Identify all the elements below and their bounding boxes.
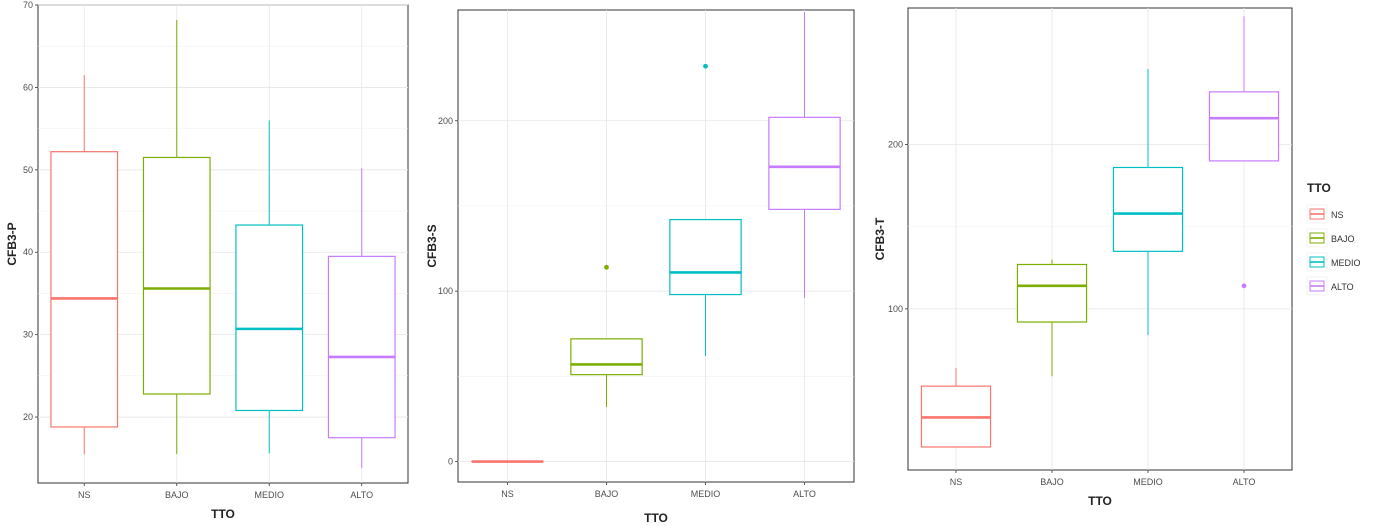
y-tick-label: 100 xyxy=(888,304,903,314)
y-tick-label: 20 xyxy=(23,412,33,422)
marks xyxy=(50,19,396,469)
y-tick-label: 0 xyxy=(448,457,453,467)
x-tick-label: ALTO xyxy=(793,489,816,499)
legend-label: BAJO xyxy=(1331,234,1355,244)
iqr-box xyxy=(142,156,211,395)
x-axis-title: TTO xyxy=(211,507,235,521)
legend-label: NS xyxy=(1331,210,1344,220)
iqr-box xyxy=(1112,166,1184,252)
box-medio xyxy=(669,63,742,356)
x-tick-label: NS xyxy=(78,490,91,500)
marks xyxy=(471,11,841,463)
y-axis-title: CFB3-P xyxy=(5,222,19,265)
x-tick-label: BAJO xyxy=(165,490,189,500)
legend-item-ns: NS xyxy=(1306,204,1344,224)
legend-item-bajo: BAJO xyxy=(1306,228,1355,248)
iqr-box xyxy=(50,151,119,428)
x-tick-label: MEDIO xyxy=(691,489,721,499)
ticks: 100 200 NS BAJO MEDIO ALTO xyxy=(888,139,1255,487)
legend: TTO NS BAJO MEDIO ALTO xyxy=(1306,181,1361,296)
plot-area xyxy=(457,9,855,483)
box-bajo xyxy=(570,264,643,408)
box-alto xyxy=(768,11,841,298)
x-axis-title: TTO xyxy=(1088,494,1112,508)
x-tick-label: MEDIO xyxy=(1133,477,1163,487)
iqr-box xyxy=(768,116,841,210)
box-ns xyxy=(50,75,119,455)
panel-cfb3-s: 0 100 200 NS BAJO MEDIO ALTO TTO CFB3-S xyxy=(425,9,855,525)
x-tick-label: ALTO xyxy=(1233,477,1256,487)
box-bajo xyxy=(142,19,211,455)
legend-item-alto: ALTO xyxy=(1306,276,1354,296)
y-tick-label: 40 xyxy=(23,247,33,257)
x-tick-label: MEDIO xyxy=(254,490,284,500)
panel-cfb3-t: 100 200 NS BAJO MEDIO ALTO TTO CFB3-T xyxy=(873,7,1293,508)
x-tick-label: BAJO xyxy=(595,489,619,499)
iqr-box xyxy=(327,255,396,439)
iqr-box xyxy=(570,338,643,376)
ticks: 20 30 40 50 60 70 NS BAJO MEDIO ALTO xyxy=(23,0,373,500)
legend-label: MEDIO xyxy=(1331,258,1361,268)
y-axis-title: CFB3-T xyxy=(873,217,887,260)
iqr-box xyxy=(1208,91,1280,162)
y-tick-label: 70 xyxy=(23,0,33,10)
y-axis-title: CFB3-S xyxy=(425,224,439,267)
outlier-point xyxy=(703,63,708,69)
box-bajo xyxy=(1016,259,1088,377)
x-tick-label: NS xyxy=(950,477,963,487)
ticks: 0 100 200 NS BAJO MEDIO ALTO xyxy=(438,116,816,499)
y-tick-label: 50 xyxy=(23,165,33,175)
outlier-point xyxy=(604,264,609,270)
y-tick-label: 200 xyxy=(438,116,453,126)
box-medio xyxy=(235,120,304,454)
x-tick-label: NS xyxy=(501,489,514,499)
box-ns xyxy=(920,368,992,448)
iqr-box xyxy=(235,224,304,412)
legend-item-medio: MEDIO xyxy=(1306,252,1361,272)
x-tick-label: BAJO xyxy=(1040,477,1064,487)
iqr-box xyxy=(669,218,742,296)
x-axis-title: TTO xyxy=(644,511,668,525)
outlier-point xyxy=(1241,283,1247,289)
legend-title: TTO xyxy=(1307,181,1331,195)
panel-cfb3-p: 20 30 40 50 60 70 NS BAJO MEDIO ALTO TTO CFB3-P xyxy=(5,0,409,521)
marks xyxy=(920,16,1280,448)
iqr-box xyxy=(1016,263,1088,323)
y-tick-label: 60 xyxy=(23,82,33,92)
x-tick-label: ALTO xyxy=(350,490,373,500)
y-tick-label: 100 xyxy=(438,286,453,296)
box-medio xyxy=(1112,68,1184,336)
y-tick-label: 200 xyxy=(888,139,903,149)
legend-label: ALTO xyxy=(1331,282,1354,292)
box-alto xyxy=(327,168,396,469)
box-alto xyxy=(1208,16,1280,289)
y-tick-label: 30 xyxy=(23,330,33,340)
